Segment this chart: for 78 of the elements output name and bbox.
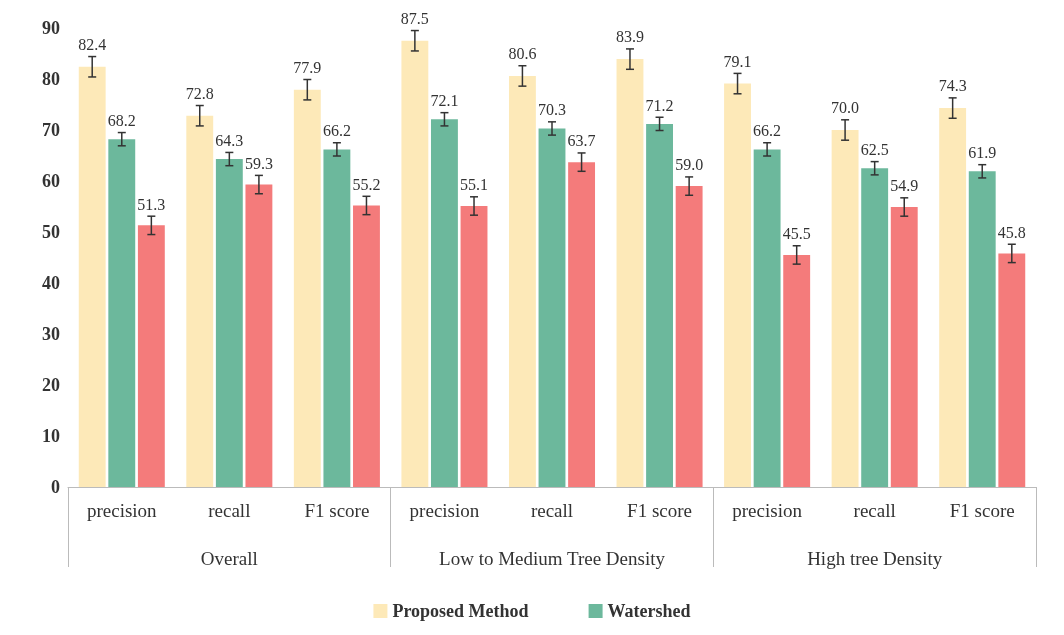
bar — [939, 108, 967, 487]
bar — [108, 139, 136, 487]
bar — [646, 123, 673, 487]
bar — [783, 254, 811, 487]
data-label: 64.3 — [215, 131, 244, 149]
x-tick-label: F1 score — [949, 500, 1015, 521]
y-tick-label: 80 — [42, 69, 60, 89]
data-label: 61.9 — [968, 144, 997, 162]
data-label: 87.5 — [400, 10, 429, 28]
data-label: 72.8 — [185, 85, 214, 103]
x-tick-label: F1 score — [627, 500, 693, 521]
legend-label: Proposed Method — [392, 601, 529, 621]
x-tick-label: precision — [86, 500, 158, 521]
data-label: 79.1 — [723, 52, 752, 70]
bar — [431, 119, 458, 487]
bar — [861, 168, 889, 487]
x-tick-label: recall — [208, 500, 251, 521]
data-label: 45.8 — [997, 223, 1026, 241]
data-label: 45.5 — [782, 225, 811, 243]
data-label: 55.2 — [352, 175, 381, 193]
data-label: 51.3 — [137, 195, 166, 213]
bar — [968, 171, 996, 487]
bar — [186, 115, 214, 487]
bar — [215, 159, 243, 487]
y-tick-label: 0 — [51, 477, 60, 497]
data-label: 77.9 — [293, 59, 322, 77]
data-label: 80.6 — [508, 45, 537, 63]
data-label: 59.0 — [675, 156, 704, 174]
bar — [998, 253, 1026, 487]
x-tick-label: precision — [732, 500, 803, 521]
legend-label: Watershed — [607, 601, 691, 621]
data-label: 74.3 — [938, 77, 967, 95]
bar — [137, 225, 165, 487]
y-tick-label: 70 — [42, 120, 60, 140]
bar — [538, 128, 566, 487]
data-label: 66.2 — [322, 122, 351, 140]
data-label: 71.2 — [645, 96, 674, 114]
bar — [616, 59, 644, 487]
y-tick-label: 30 — [42, 324, 60, 344]
data-label: 55.1 — [460, 176, 489, 194]
data-label: 70.0 — [831, 99, 860, 117]
data-label: 82.4 — [78, 36, 107, 54]
bar — [675, 186, 703, 487]
data-label: 59.3 — [244, 154, 273, 172]
x-tick-label: precision — [409, 500, 480, 521]
bar — [508, 75, 536, 487]
x-tick-label: recall — [530, 500, 574, 521]
y-tick-label: 50 — [42, 222, 60, 242]
y-tick-label: 20 — [42, 375, 60, 395]
data-label: 66.2 — [753, 122, 782, 140]
bar — [831, 130, 859, 487]
data-label: 72.1 — [430, 92, 459, 110]
bar — [293, 89, 321, 487]
data-label: 70.3 — [538, 101, 566, 119]
data-label: 62.5 — [860, 141, 889, 159]
data-label: 54.9 — [890, 177, 919, 195]
bar — [724, 83, 751, 487]
y-tick-label: 60 — [42, 171, 60, 191]
bar — [353, 205, 380, 487]
bar — [568, 162, 596, 487]
bar — [78, 66, 106, 487]
y-tick-label: 40 — [42, 273, 60, 293]
text: Overall — [200, 548, 258, 569]
bar — [401, 40, 429, 487]
y-tick-label: 90 — [42, 18, 60, 38]
data-label: 83.9 — [615, 28, 644, 46]
x-tick-label: F1 score — [304, 500, 370, 521]
bar — [323, 149, 351, 487]
x-tick-label: recall — [853, 500, 896, 521]
bar — [460, 205, 488, 487]
text: Low to Medium Tree Density — [439, 548, 666, 569]
bar — [890, 207, 918, 487]
bar — [245, 184, 273, 487]
text: High tree Density — [807, 548, 943, 569]
data-label: 63.7 — [567, 132, 596, 150]
data-label: 68.2 — [107, 112, 136, 130]
bar — [753, 149, 781, 487]
y-tick-label: 10 — [42, 426, 60, 446]
